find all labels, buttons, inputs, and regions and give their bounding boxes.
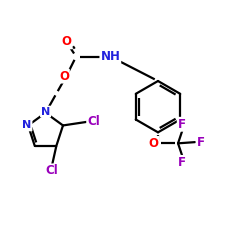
Text: O: O (61, 36, 71, 49)
Text: Cl: Cl (87, 115, 100, 128)
Text: NH: NH (100, 50, 120, 63)
Text: N: N (22, 120, 32, 130)
Text: O: O (59, 70, 69, 82)
Text: N: N (41, 106, 50, 117)
Text: F: F (178, 118, 186, 131)
Text: O: O (148, 137, 158, 150)
Text: F: F (196, 136, 204, 148)
Text: F: F (178, 156, 186, 169)
Text: Cl: Cl (45, 164, 58, 177)
